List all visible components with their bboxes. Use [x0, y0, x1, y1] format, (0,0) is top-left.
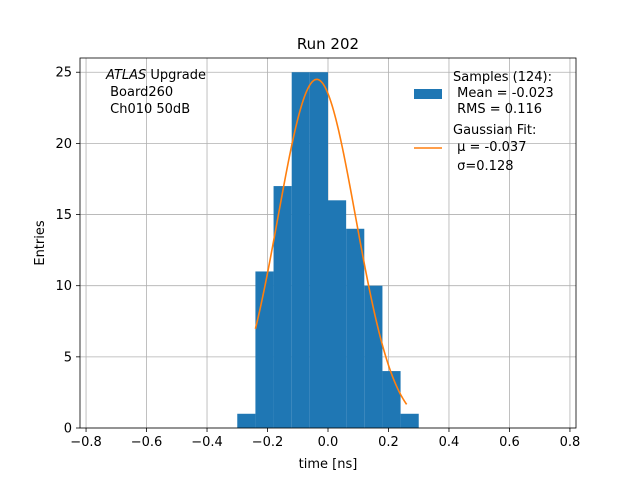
- chart-title: Run 202: [297, 35, 359, 53]
- legend-fit-line-3: σ=0.128: [453, 159, 513, 174]
- legend-fit-line-1: Gaussian Fit:: [453, 123, 536, 138]
- histogram-bar: [382, 371, 401, 428]
- x-tick-label: 0.2: [378, 435, 399, 450]
- histogram-bar: [400, 413, 419, 428]
- y-tick-label: 20: [55, 137, 72, 152]
- y-tick-label: 5: [64, 350, 72, 365]
- legend: Samples (124): Mean = -0.023 RMS = 0.116…: [414, 70, 554, 174]
- annotation: ATLAS Upgrade Board260 Ch010 50dB: [105, 68, 206, 117]
- annotation-atlas: ATLAS: [105, 68, 146, 83]
- histogram-bar: [309, 72, 328, 428]
- x-tick-label: 0.0: [318, 435, 339, 450]
- y-tick-label: 10: [55, 279, 72, 294]
- y-tick-label: 25: [55, 66, 72, 81]
- annotation-line-3: Ch010 50dB: [106, 102, 190, 117]
- fit-curve-group: [254, 78, 408, 405]
- x-tick-label: −0.2: [252, 435, 284, 450]
- y-tick-label: 0: [64, 422, 72, 437]
- annotation-line-1: ATLAS Upgrade: [105, 68, 206, 83]
- x-tick-label: 0.4: [439, 435, 460, 450]
- annotation-line-2: Board260: [106, 85, 173, 100]
- x-tick-label: 0.8: [560, 435, 581, 450]
- legend-hist-line-3: RMS = 0.116: [453, 102, 542, 117]
- histogram-bar: [237, 413, 256, 428]
- gaussian-fit-curve: [254, 78, 408, 405]
- histogram-bar: [273, 186, 292, 428]
- histogram-bar: [364, 285, 383, 428]
- x-tick-label: −0.8: [70, 435, 102, 450]
- histogram-bar: [291, 72, 310, 428]
- x-tick-label: −0.6: [131, 435, 163, 450]
- histogram-bar: [346, 228, 365, 428]
- y-axis-label: Entries: [33, 220, 48, 266]
- histogram-bars: [237, 72, 419, 428]
- x-axis-label: time [ns]: [299, 457, 358, 472]
- legend-hist-swatch: [414, 89, 442, 99]
- legend-hist-line-2: Mean = -0.023: [453, 86, 554, 101]
- y-tick-label: 15: [55, 208, 72, 223]
- axis-ticks: −0.8 −0.6 −0.4 −0.2 0.0 0.2 0.4 0.6 0.8 0 5 10 15 20 2…: [55, 66, 580, 450]
- x-tick-label: −0.4: [191, 435, 223, 450]
- legend-fit-line-2: μ = -0.037: [453, 140, 526, 155]
- histogram-bar: [255, 271, 274, 428]
- histogram-bar: [328, 200, 347, 428]
- x-tick-label: 0.6: [499, 435, 520, 450]
- annotation-upgrade: Upgrade: [146, 68, 206, 83]
- legend-hist-line-1: Samples (124):: [453, 70, 552, 85]
